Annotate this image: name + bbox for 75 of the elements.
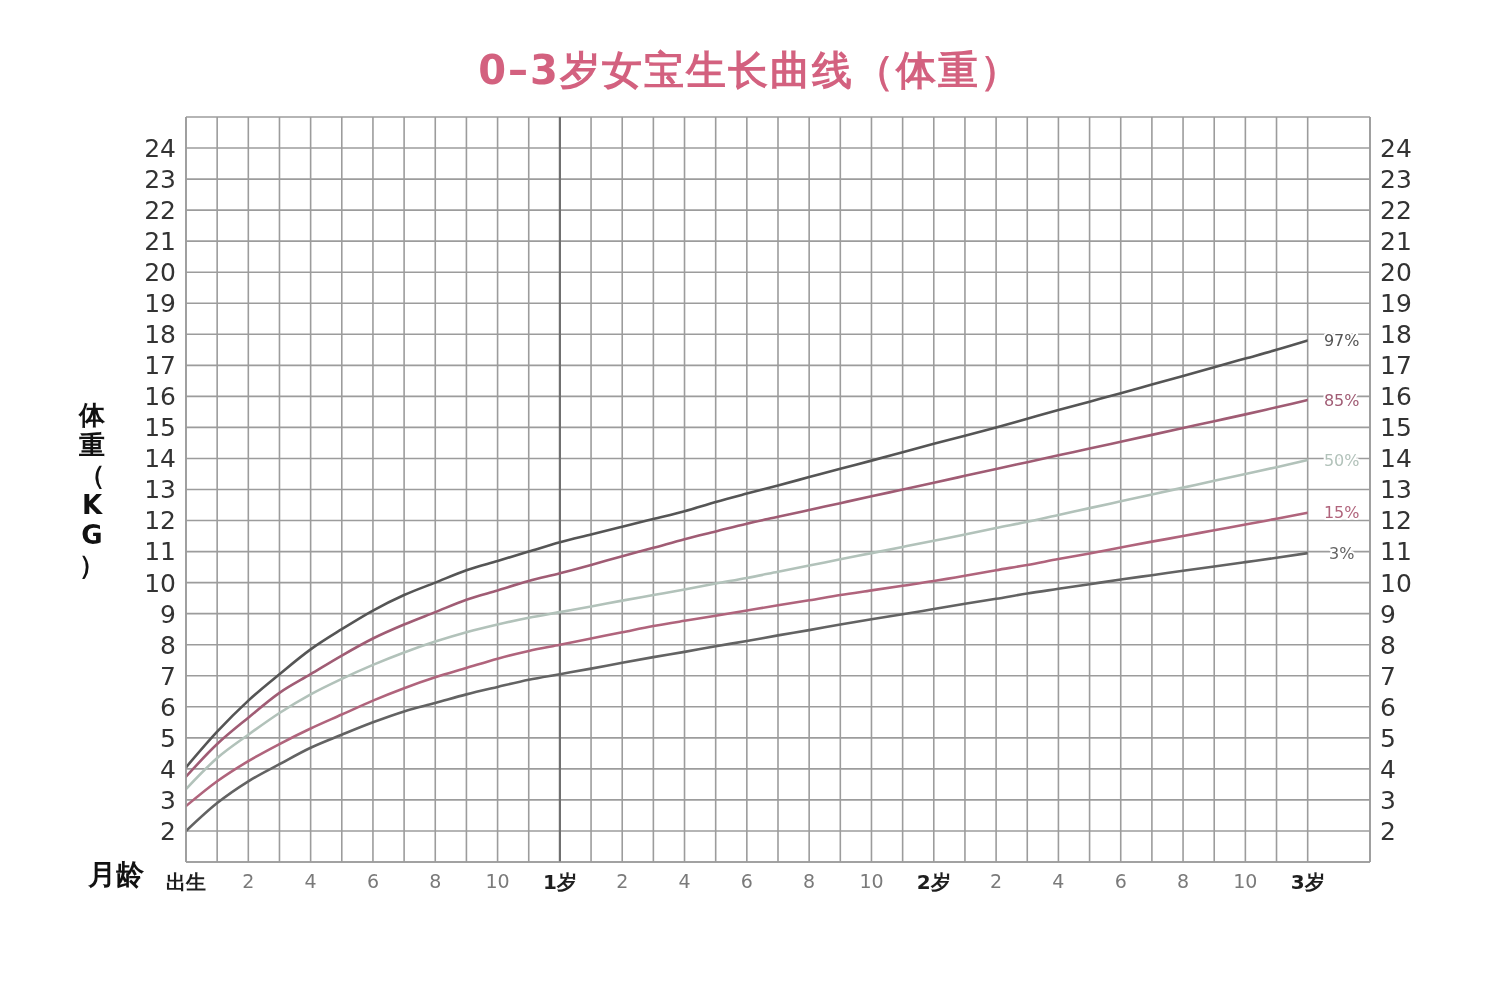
y2-tick-label: 20	[1380, 258, 1412, 288]
y-tick-label: 23	[144, 164, 176, 194]
y-tick-label: 16	[144, 382, 176, 412]
x-tick-label: 4	[678, 870, 691, 893]
x-tick-label: 10	[859, 870, 884, 893]
x-tick-label: 10	[485, 870, 510, 893]
chart-title: 0–3岁女宝生长曲线（体重）	[478, 46, 1022, 95]
y2-tick-label: 15	[1380, 413, 1412, 443]
y2-tick-label: 19	[1380, 289, 1412, 319]
y2-tick-label: 9	[1380, 599, 1396, 629]
y-tick-label: 24	[144, 133, 176, 163]
series-label: 85%	[1323, 390, 1360, 410]
y2-tick-label: 3	[1380, 785, 1396, 815]
x-tick-label: 8	[1177, 870, 1190, 893]
x-tick-label: 6	[740, 870, 753, 893]
y-tick-label: 12	[144, 506, 176, 536]
line-series	[186, 458, 1308, 791]
y-tick-label: 9	[160, 599, 176, 629]
x-tick-label: 6	[366, 870, 379, 893]
y-axis-title: 体重（KG）	[77, 400, 106, 580]
y2-tick-label: 17	[1380, 351, 1412, 381]
y-tick-label: 11	[144, 537, 176, 567]
y-tick-label: 10	[144, 568, 176, 598]
y2-tick-label: 23	[1380, 164, 1412, 194]
y-tick-label: 3	[160, 785, 176, 815]
line-series	[186, 398, 1308, 778]
x-tick-label: 3岁	[1290, 870, 1325, 894]
y2-tick-label: 12	[1380, 506, 1412, 536]
y-tick-label: 19	[144, 289, 176, 319]
x-tick-label: 8	[803, 870, 816, 893]
y-tick-label: 13	[144, 475, 176, 505]
line-series	[186, 511, 1308, 808]
y2-tick-label: 8	[1380, 630, 1396, 660]
x-axis-title: 月龄	[88, 857, 144, 893]
y-tick-label: 21	[144, 227, 176, 257]
y-tick-label: 22	[144, 196, 176, 225]
series-label: 15%	[1323, 503, 1360, 523]
y2-tick-label: 24	[1380, 133, 1412, 163]
x-tick-label: 10	[1233, 870, 1258, 893]
y2-tick-label: 18	[1380, 320, 1412, 350]
y2-tick-label: 13	[1380, 475, 1412, 505]
y-tick-label: 4	[160, 754, 176, 784]
y2-tick-label: 6	[1380, 692, 1396, 722]
x-tick-label: 2	[616, 870, 629, 893]
x-tick-label: 1岁	[542, 870, 577, 894]
x-tick-label: 6	[1114, 870, 1127, 893]
y-tick-label: 18	[144, 320, 176, 350]
y2-tick-label: 21	[1380, 227, 1412, 257]
y2-tick-label: 5	[1380, 723, 1396, 753]
y-tick-label: 2	[160, 816, 176, 846]
x-tick-label: 4	[1052, 870, 1065, 893]
x-tick-label: 2	[242, 870, 255, 893]
y2-tick-label: 14	[1380, 444, 1412, 474]
series-label: 97%	[1323, 331, 1360, 351]
y-tick-label: 7	[160, 661, 176, 691]
x-tick-label: 出生	[166, 870, 206, 894]
x-tick-label: 2岁	[916, 870, 951, 894]
y-tick-label: 15	[144, 413, 176, 443]
y2-tick-label: 10	[1380, 568, 1412, 598]
y2-tick-label: 7	[1380, 661, 1396, 691]
y2-tick-label: 11	[1380, 537, 1412, 567]
line-series	[186, 339, 1308, 769]
y2-tick-label: 4	[1380, 754, 1396, 784]
y-tick-label: 20	[144, 258, 176, 288]
y2-tick-label: 2	[1380, 816, 1396, 846]
x-tick-label: 4	[304, 870, 317, 893]
x-tick-label: 8	[429, 870, 442, 893]
y-tick-label: 14	[144, 444, 176, 474]
y-tick-label: 6	[160, 692, 176, 722]
y-tick-label: 8	[160, 630, 176, 660]
y-tick-label: 5	[160, 723, 176, 753]
y2-tick-label: 22	[1380, 196, 1412, 225]
y-tick-label: 17	[144, 351, 176, 381]
x-tick-label: 2	[990, 870, 1003, 893]
y2-tick-label: 16	[1380, 382, 1412, 412]
